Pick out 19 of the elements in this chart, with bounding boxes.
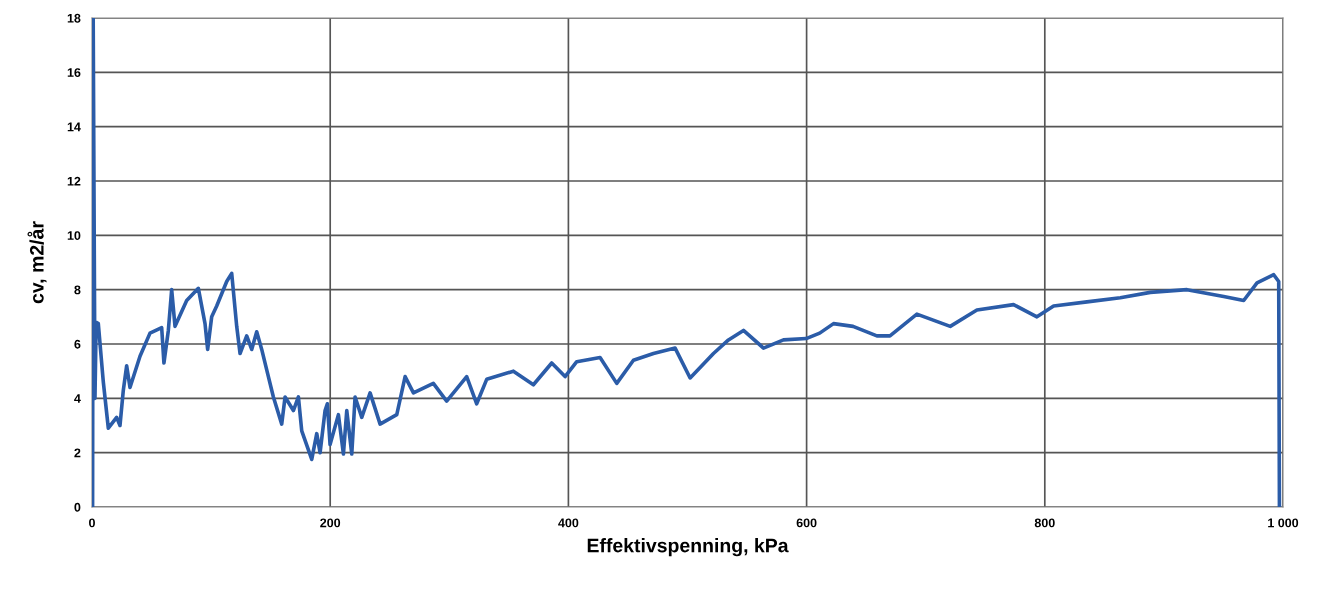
x-axis-title: Effektivspenning, kPa [587, 538, 789, 557]
x-tick-label: 200 [320, 518, 341, 528]
y-tick-label: 0 [74, 502, 81, 512]
x-tick-label: 1 000 [1268, 518, 1299, 528]
y-tick-label: 10 [67, 231, 81, 240]
y-tick-label: 18 [67, 13, 81, 23]
y-tick-label: 16 [67, 68, 81, 77]
y-tick-label: 4 [74, 394, 81, 403]
x-tick-label: 800 [1034, 518, 1055, 528]
x-tick-label: 400 [558, 518, 579, 528]
y-tick-label: 6 [74, 339, 81, 349]
x-tick-label: 600 [796, 518, 817, 528]
y-axis-title: cv, m2/år [27, 221, 47, 304]
y-tick-label: 14 [67, 122, 81, 132]
y-tick-label: 12 [67, 176, 81, 186]
x-tick-label: 0 [89, 518, 95, 528]
y-tick-label: 8 [74, 285, 81, 295]
line-series [92, 18, 1282, 507]
y-tick-label: 2 [74, 448, 81, 458]
